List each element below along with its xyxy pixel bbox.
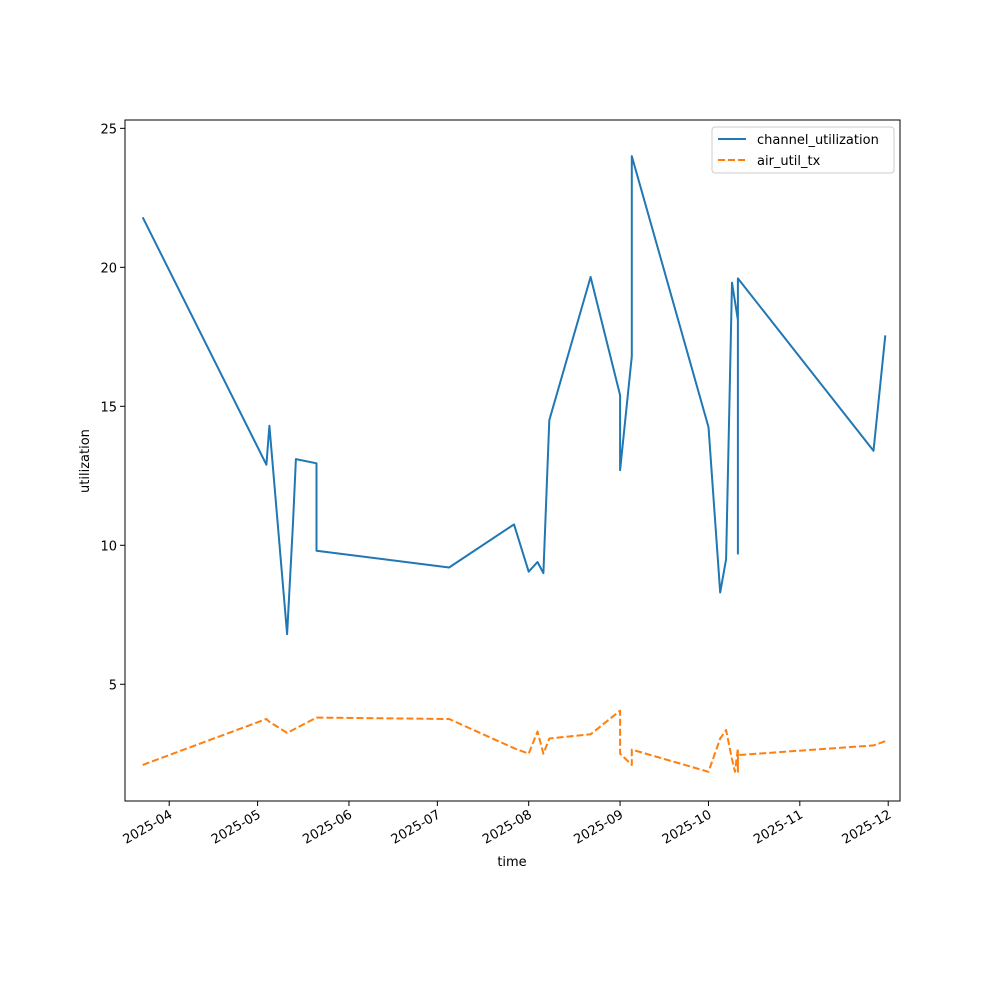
y-tick-label: 25 <box>100 122 117 137</box>
x-axis: 2025-04 2025-05 2025-06 2025-07 2025-08 2025-… <box>121 801 895 848</box>
x-axis-title: time <box>497 855 526 870</box>
x-tick-label: 2025-10 <box>660 807 715 847</box>
plot-area-frame <box>124 119 901 802</box>
x-tick-label: 2025-05 <box>209 807 264 847</box>
x-tick-label: 2025-06 <box>300 807 355 847</box>
y-tick-label: 5 <box>109 678 117 693</box>
legend-label-air-util-tx: air_util_tx <box>757 154 821 169</box>
legend-box <box>711 126 895 174</box>
x-tick-label: 2025-04 <box>121 807 176 847</box>
x-tick-label: 2025-07 <box>389 807 444 847</box>
x-tick-label: 2025-08 <box>480 807 535 847</box>
y-tick-label: 10 <box>100 539 117 554</box>
x-tick-label: 2025-11 <box>751 807 806 847</box>
series-layer <box>141 155 887 773</box>
series-line-air-util-tx <box>142 709 886 773</box>
y-tick-label: 20 <box>100 261 117 276</box>
y-axis-title: utilization <box>78 429 93 493</box>
legend: channel_utilization air_util_tx <box>711 126 895 174</box>
x-tick-label: 2025-12 <box>840 807 895 847</box>
y-axis: 5 10 15 20 25 <box>100 122 125 693</box>
y-tick-label: 15 <box>100 400 117 415</box>
series-line-channel-utilization <box>141 155 887 636</box>
x-tick-label: 2025-09 <box>572 807 627 847</box>
legend-label-channel-utilization: channel_utilization <box>757 133 879 148</box>
